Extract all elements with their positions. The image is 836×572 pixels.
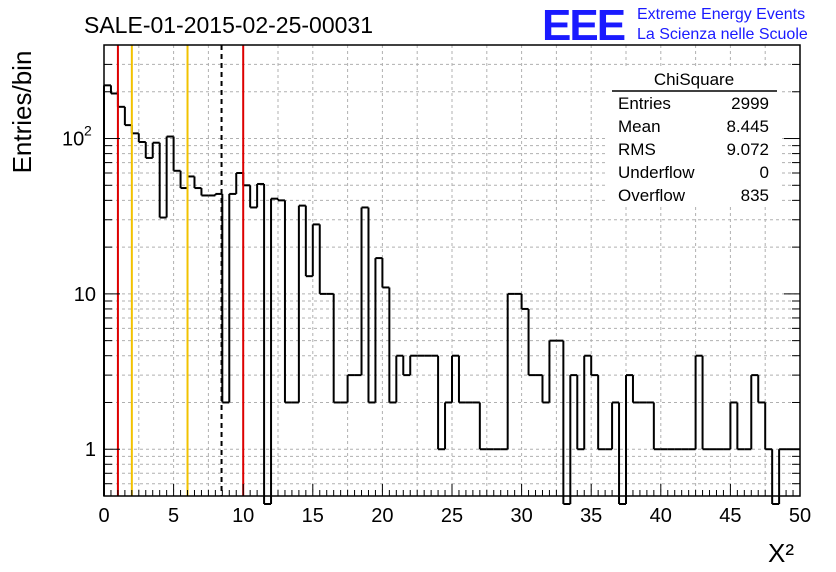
stats-value: 9.072 [726,140,769,159]
x-tick-label: 45 [719,505,741,527]
stats-value: 0 [760,163,769,182]
y-tick-label: 10 [62,129,84,151]
x-tick-label: 25 [441,505,463,527]
eee-logo: EEE Extreme Energy Events La Scienza nel… [542,1,808,50]
x-tick-label: 35 [580,505,602,527]
eee-logo-line2: La Scienza nelle Scuole [637,26,808,43]
x-tick-labels: 0 5 10 15 20 25 30 35 40 45 50 [98,505,811,527]
x-tick-label: 15 [302,505,324,527]
y-tick-label-exponent: 2 [84,123,92,139]
x-tick-label: 5 [168,505,179,527]
plot-frame [103,44,801,497]
eee-logo-line1: Extreme Energy Events [637,6,805,23]
y-tick-label: 1 [85,439,96,461]
stats-box: ChiSquare Entries 2999 Mean 8.445 RMS 9.072 Un… [608,66,780,206]
y-axis-title: Entries/bin [7,51,37,174]
stats-label: Overflow [618,186,686,205]
chart-title: SALE-01-2015-02-25-00031 [84,12,373,38]
stats-box-background [608,66,780,206]
x-tick-label: 40 [650,505,672,527]
stats-value: 8.445 [726,117,769,136]
x-axis-title: X² [768,538,794,568]
eee-logo-letters: EEE [542,1,625,50]
stats-label: Entries [618,94,671,113]
stats-value: 2999 [731,94,769,113]
threshold-lines [116,45,245,496]
x-tick-label: 10 [232,505,254,527]
y-tick-label: 10 [74,284,96,306]
grid-layer [104,45,800,496]
stats-box-rows: Entries 2999 Mean 8.445 RMS 9.072 Underflow 0 Ov… [618,94,769,205]
stats-label: Underflow [618,163,695,182]
x-tick-label: 50 [789,505,811,527]
x-tick-label: 30 [510,505,532,527]
x-tick-label: 20 [371,505,393,527]
stats-label: Mean [618,117,661,136]
stats-value: 835 [741,186,769,205]
stats-label: RMS [618,140,656,159]
x-tick-label: 0 [98,505,109,527]
stats-box-title: ChiSquare [654,70,734,89]
